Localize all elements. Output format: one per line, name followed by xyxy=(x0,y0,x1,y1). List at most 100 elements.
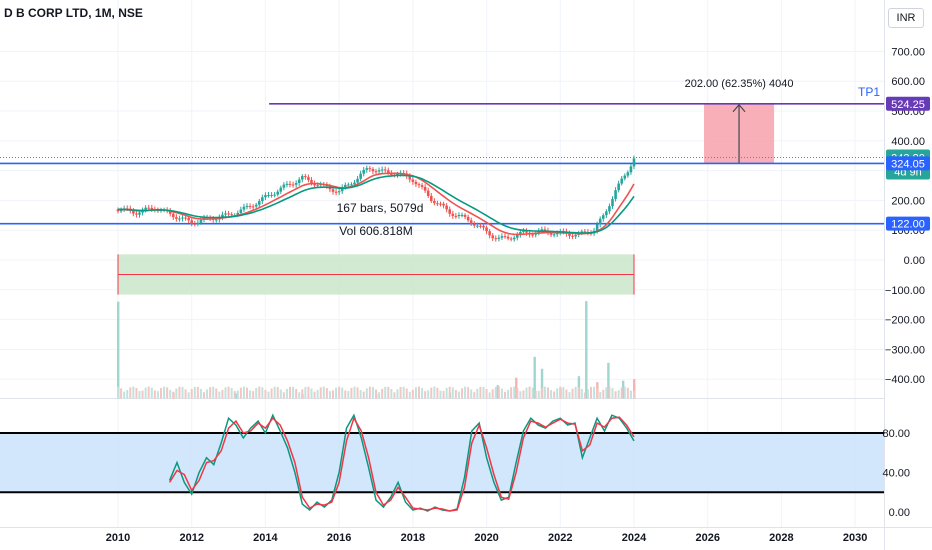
volume-bar-small xyxy=(378,392,381,399)
candle-body xyxy=(522,231,525,233)
volume-bar-small xyxy=(295,388,298,399)
volume-bar-small xyxy=(451,387,454,399)
candle-body xyxy=(583,231,587,233)
volume-bar-small xyxy=(304,387,307,399)
volume-bar-small xyxy=(427,390,430,399)
support-price-tag: 122.00 xyxy=(891,219,925,231)
candle-body xyxy=(476,225,479,227)
volume-bar-small xyxy=(298,392,301,399)
volume-bar-small xyxy=(307,386,310,399)
volume-bar-small xyxy=(153,390,156,399)
volume-bar-small xyxy=(285,388,288,399)
candle-body xyxy=(144,207,147,210)
volume-bar-small xyxy=(497,386,500,399)
volume-bar-small xyxy=(491,389,494,399)
volume-bar-small xyxy=(476,388,479,399)
volume-bar-small xyxy=(301,389,304,399)
volume-bar-small xyxy=(166,387,169,399)
volume-bar-small xyxy=(568,392,571,399)
candle-body xyxy=(571,235,574,237)
candle-body xyxy=(445,205,448,210)
candle-body xyxy=(414,181,418,185)
candle-body xyxy=(304,176,307,178)
volume-bar-small xyxy=(531,387,534,399)
candle-body xyxy=(506,236,510,239)
candle-body xyxy=(469,220,473,224)
candle-body xyxy=(181,217,184,219)
volume-bar-small xyxy=(163,386,166,399)
candle-body xyxy=(138,212,141,215)
candle-body xyxy=(540,229,544,231)
volume-bar-small xyxy=(150,387,153,399)
candle-body xyxy=(408,176,412,180)
volume-bar-small xyxy=(203,392,205,399)
x-tick-label: 2026 xyxy=(695,532,719,544)
candle-body xyxy=(626,172,630,176)
candle-body xyxy=(187,217,190,221)
candle-body xyxy=(285,183,289,185)
candle-body xyxy=(227,213,230,215)
currency-selector[interactable]: INR xyxy=(888,8,924,28)
candle-body xyxy=(620,178,624,184)
x-tick-label: 2022 xyxy=(548,532,572,544)
volume-bar-small xyxy=(617,390,620,399)
candle-body xyxy=(294,182,298,185)
x-tick-label: 2012 xyxy=(179,532,203,544)
volume-bar-small xyxy=(547,387,549,399)
volume-bar-small xyxy=(433,386,436,399)
volume-bar-small xyxy=(421,388,424,399)
x-tick-label: 2028 xyxy=(769,532,793,544)
candle-body xyxy=(193,223,197,225)
volume-bar-small xyxy=(556,388,559,399)
candle-body xyxy=(482,225,485,228)
volume-bar xyxy=(633,379,636,399)
volume-bar-small xyxy=(362,391,365,399)
volume-bar-small xyxy=(418,386,420,399)
candle-body xyxy=(350,184,353,186)
volume-bar-small xyxy=(522,390,525,399)
candle-body xyxy=(371,169,375,172)
candle-body xyxy=(568,233,571,236)
candle-body xyxy=(580,231,584,234)
volume-bar-small xyxy=(461,388,463,399)
candle-body xyxy=(359,173,362,179)
volume-bar xyxy=(234,393,238,399)
candle-body xyxy=(595,224,599,231)
candle-body xyxy=(617,183,620,191)
candle-body xyxy=(356,178,359,183)
candle-body xyxy=(472,223,476,226)
y-tick-label: 700.00 xyxy=(891,46,925,58)
candle-body xyxy=(334,191,338,193)
volume-bar-small xyxy=(212,386,215,399)
volume-bar-small xyxy=(454,390,457,399)
range-bars-label: 167 bars, 5079d xyxy=(337,201,424,215)
candle-body xyxy=(423,186,427,191)
volume-bar-small xyxy=(457,391,460,399)
candle-body xyxy=(420,185,424,187)
candle-body xyxy=(543,229,547,231)
moving-average-fast xyxy=(117,172,635,236)
candle-body xyxy=(254,204,258,207)
stoch-y-tick-label: 40.00 xyxy=(882,468,910,480)
volume-bar-small xyxy=(144,387,147,399)
candle-body xyxy=(196,222,200,225)
volume-bar-small xyxy=(528,386,531,399)
candle-body xyxy=(436,203,439,205)
volume-bar-small xyxy=(258,386,261,399)
volume-bar-small xyxy=(316,389,319,399)
candle-body xyxy=(230,214,233,216)
candle-body xyxy=(168,210,172,214)
candle-body xyxy=(552,234,556,236)
x-tick-label: 2024 xyxy=(622,532,647,544)
volume-bar-small xyxy=(218,391,221,399)
y-tick-label: −100.00 xyxy=(885,285,925,297)
volume-bar-small xyxy=(543,386,546,399)
y-tick-label: 0.00 xyxy=(904,255,925,267)
candle-body xyxy=(214,219,218,221)
volume-bar-small xyxy=(141,390,144,399)
candle-body xyxy=(224,213,227,215)
volume-bar-small xyxy=(586,389,589,399)
volume-bar-small xyxy=(402,386,405,399)
